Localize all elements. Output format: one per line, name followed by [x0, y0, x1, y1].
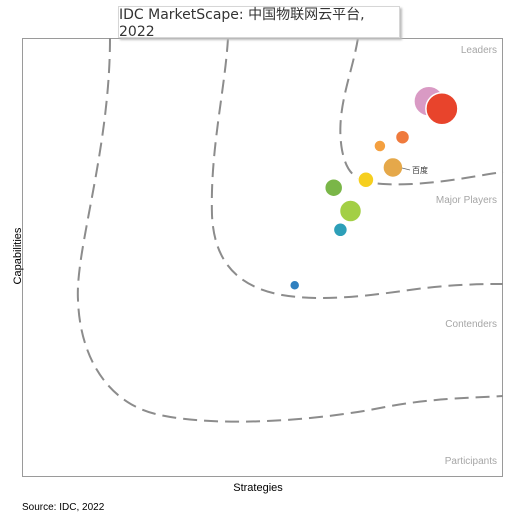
plot-area — [22, 38, 503, 477]
x-axis-label: Strategies — [233, 482, 283, 494]
y-axis-label: Capabilities — [12, 227, 24, 285]
boundary-curve-participants — [76, 37, 504, 423]
category-label-leaders: Leaders — [461, 45, 497, 56]
source-note: Source: IDC, 2022 — [22, 502, 105, 513]
vendor-point-6 — [357, 171, 375, 189]
vendor-point-10 — [288, 279, 301, 291]
vendor-point-5 — [382, 156, 404, 179]
boundary-curve-major-players — [339, 37, 504, 186]
category-label-major-players: Major Players — [436, 195, 497, 206]
category-label-participants: Participants — [445, 456, 497, 467]
category-label-contenders: Contenders — [445, 319, 497, 330]
vendor-point-3 — [394, 129, 411, 145]
boundary-curve-contenders — [210, 37, 504, 299]
vendor-point-7 — [323, 177, 344, 198]
point-label-baidu: 百度 — [412, 165, 428, 175]
chart-title: IDC MarketScape: 中国物联网云平台, 2022 — [118, 6, 400, 40]
vendor-point-9 — [332, 222, 349, 238]
vendor-point-2 — [425, 91, 459, 126]
data-points — [288, 85, 459, 291]
baidu-callout: 百度 — [401, 165, 428, 175]
vendor-point-8 — [338, 199, 363, 223]
vendor-point-4 — [373, 139, 387, 153]
